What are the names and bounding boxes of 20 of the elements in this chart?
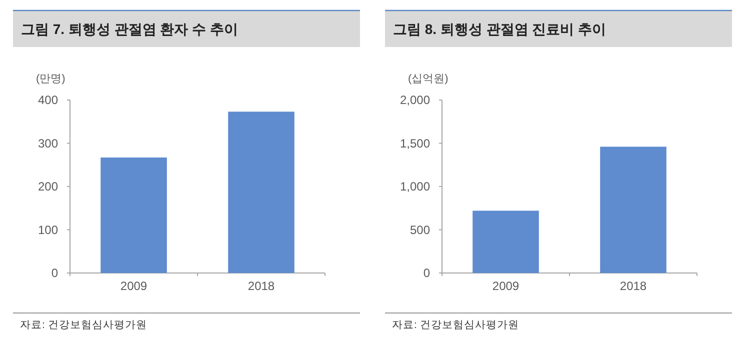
- y-tick-label: 200: [38, 180, 58, 194]
- y-tick-label: 0: [51, 266, 58, 280]
- x-tick-label: 2009: [120, 279, 148, 293]
- y-tick-label: 100: [38, 222, 58, 237]
- x-tick-label: 2018: [620, 279, 647, 293]
- y-tick-label: 2,000: [400, 93, 430, 107]
- text: 자료: 건강보험심사평가원: [20, 319, 147, 331]
- y-axis-title: (만명): [36, 73, 66, 85]
- y-tick-label: 0: [423, 266, 430, 280]
- y-axis-title: (십억원): [408, 73, 448, 85]
- x-tick-label: 2018: [248, 279, 275, 293]
- x-tick-label: 2009: [492, 279, 520, 293]
- chart-title: 그림 8. 퇴행성 관절염 진료비 추이: [393, 21, 606, 37]
- y-tick-label: 400: [38, 93, 58, 107]
- y-tick-label: 500: [410, 222, 430, 237]
- y-tick-label: 1,000: [400, 180, 430, 194]
- y-tick-label: 1,500: [400, 136, 430, 150]
- text: 자료: 건강보험심사평가원: [392, 319, 519, 331]
- y-tick-label: 300: [38, 136, 58, 150]
- chart-title: 그림 7. 퇴행성 관절염 환자 수 추이: [21, 21, 238, 37]
